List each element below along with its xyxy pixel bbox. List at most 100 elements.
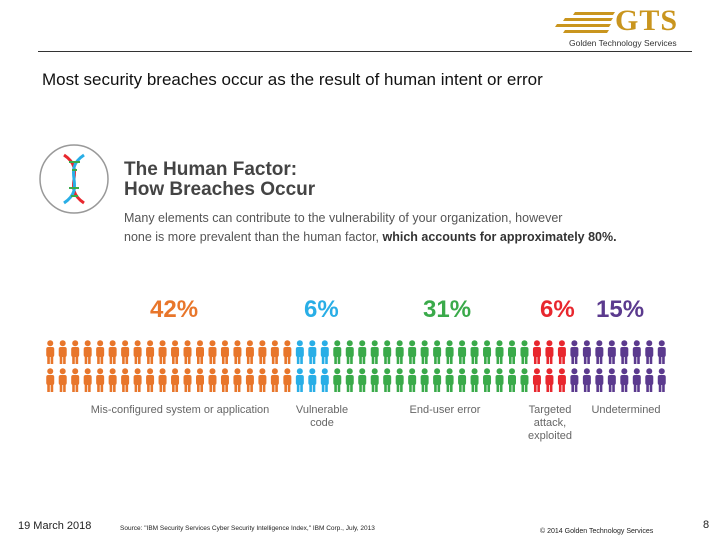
person-icon <box>520 368 529 392</box>
people-pictogram <box>46 340 666 392</box>
person-icon <box>383 340 392 364</box>
pct-label-enduser: 31% <box>423 296 472 323</box>
person-icon <box>607 368 616 392</box>
person-icon <box>183 368 192 392</box>
person-icon <box>133 368 142 392</box>
person-icon <box>83 368 92 392</box>
person-icon <box>495 368 504 392</box>
person-icon <box>545 340 554 364</box>
person-icon <box>620 368 629 392</box>
person-icon <box>258 368 267 392</box>
person-icon <box>358 368 367 392</box>
person-icon <box>133 340 142 364</box>
person-icon <box>595 340 604 364</box>
footer-copyright: © 2014 Golden Technology Services <box>540 528 654 535</box>
person-icon <box>320 368 329 392</box>
person-icon <box>408 340 417 364</box>
person-icon <box>483 368 492 392</box>
person-icon <box>433 340 442 364</box>
people-group-undetermined <box>570 340 666 392</box>
person-icon <box>158 368 167 392</box>
person-icon <box>358 340 367 364</box>
person-icon <box>570 340 579 364</box>
person-icon <box>582 340 591 364</box>
category-label-vulnerable: Vulnerable code <box>292 404 352 430</box>
person-icon <box>532 368 541 392</box>
person-icon <box>270 340 279 364</box>
person-icon <box>657 368 666 392</box>
person-icon <box>508 340 516 364</box>
person-icon <box>220 340 229 364</box>
person-icon <box>532 340 541 364</box>
vulnerable-line2: code <box>310 417 334 429</box>
pct-label-undetermined: 15% <box>596 296 645 323</box>
person-icon <box>270 368 279 392</box>
person-icon <box>433 368 442 392</box>
person-icon <box>333 340 342 364</box>
person-icon <box>595 368 604 392</box>
person-icon <box>158 340 167 364</box>
person-icon <box>545 368 554 392</box>
person-icon <box>557 340 566 364</box>
targeted-line1: Targeted <box>528 404 572 416</box>
person-icon <box>657 340 666 364</box>
person-icon <box>620 340 629 364</box>
person-icon <box>233 340 242 364</box>
person-icon <box>108 340 117 364</box>
header-divider <box>38 51 692 52</box>
person-icon <box>258 340 267 364</box>
person-icon <box>121 368 130 392</box>
person-icon <box>171 368 180 392</box>
person-icon <box>46 340 55 364</box>
person-icon <box>233 368 242 392</box>
person-icon <box>557 368 566 392</box>
infographic-description: Many elements can contribute to the vuln… <box>124 209 617 247</box>
person-icon <box>96 340 105 364</box>
person-icon <box>345 340 354 364</box>
person-icon <box>420 340 429 364</box>
person-icon <box>645 340 654 364</box>
person-icon <box>58 340 67 364</box>
logo-subtitle: Golden Technology Services <box>569 38 677 48</box>
company-logo: GTS Golden Technology Services <box>555 4 690 50</box>
logo-speed-lines-icon <box>555 12 615 33</box>
person-icon <box>470 340 479 364</box>
person-icon <box>171 340 180 364</box>
person-icon <box>582 368 591 392</box>
person-icon <box>146 368 155 392</box>
person-icon <box>295 340 304 364</box>
infographic-title-line2: How Breaches Occur <box>124 179 316 200</box>
description-emphasis: which accounts for approximately 80%. <box>379 230 617 244</box>
description-plain: none is more prevalent than the human fa… <box>124 230 380 244</box>
pct-label-misconfigured: 42% <box>150 296 199 323</box>
person-icon <box>420 368 429 392</box>
person-icon <box>445 340 454 364</box>
category-label-targeted: Targeted attack, exploited <box>522 404 578 443</box>
category-label-enduser: End-user error <box>409 404 481 416</box>
person-icon <box>245 368 254 392</box>
footer-date: 19 March 2018 <box>18 520 92 532</box>
person-icon <box>570 368 579 392</box>
person-icon <box>308 340 317 364</box>
person-icon <box>58 368 67 392</box>
person-icon <box>220 368 229 392</box>
logo-name: GTS <box>615 4 679 37</box>
person-icon <box>395 368 404 392</box>
person-icon <box>121 340 130 364</box>
category-label-misconfigured: Mis-configured system or application <box>90 404 270 416</box>
footer-source: Source: "IBM Security Services Cyber Sec… <box>120 525 375 532</box>
person-icon <box>96 368 105 392</box>
person-icon <box>370 368 379 392</box>
infographic-title-line1: The Human Factor: <box>124 159 298 180</box>
person-icon <box>308 368 317 392</box>
person-icon <box>46 368 55 392</box>
person-icon <box>333 368 342 392</box>
person-icon <box>645 368 654 392</box>
person-icon <box>445 368 454 392</box>
person-icon <box>508 368 516 392</box>
person-icon <box>632 340 641 364</box>
pct-label-targeted: 6% <box>540 296 575 323</box>
person-icon <box>295 368 304 392</box>
person-icon <box>71 368 80 392</box>
person-icon <box>196 340 204 364</box>
